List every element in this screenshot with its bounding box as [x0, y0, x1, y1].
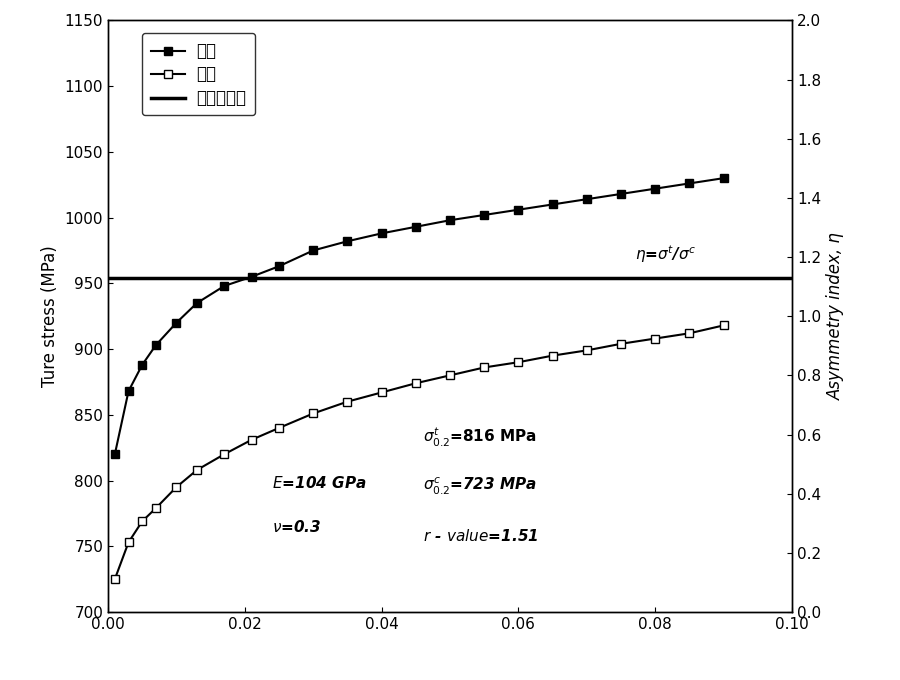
Text: $\sigma^c_{0.2}$=723 MPa: $\sigma^c_{0.2}$=723 MPa	[423, 475, 536, 496]
Text: $\eta$=$\sigma^t$/$\sigma^c$: $\eta$=$\sigma^t$/$\sigma^c$	[634, 243, 696, 265]
Y-axis label: Ture stress (MPa): Ture stress (MPa)	[41, 245, 59, 387]
Text: $\it{r}$ - $\it{value}$=1.51: $\it{r}$ - $\it{value}$=1.51	[423, 528, 538, 544]
Y-axis label: Asymmetry index, η: Asymmetry index, η	[827, 233, 845, 400]
Text: $\sigma^t_{0.2}$=816 MPa: $\sigma^t_{0.2}$=816 MPa	[423, 426, 536, 449]
Legend: 拉伸, 压缩, 不对称指数: 拉伸, 压缩, 不对称指数	[142, 33, 255, 115]
Text: $\it{E}$=104 GPa: $\it{E}$=104 GPa	[272, 475, 366, 491]
Text: $\it{\nu}$=0.3: $\it{\nu}$=0.3	[272, 519, 321, 535]
